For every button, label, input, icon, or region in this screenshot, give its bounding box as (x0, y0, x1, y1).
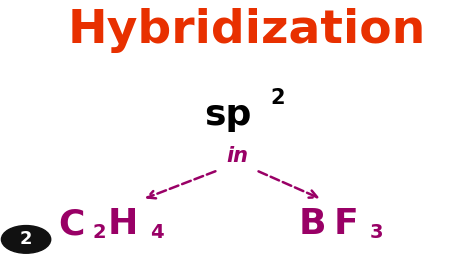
Circle shape (1, 226, 51, 253)
Text: in: in (226, 146, 248, 166)
Text: sp: sp (204, 98, 251, 132)
Text: 2: 2 (20, 230, 32, 248)
Text: C: C (58, 207, 84, 242)
Text: B: B (299, 207, 327, 242)
Text: H: H (108, 207, 138, 242)
Text: Hybridization: Hybridization (67, 8, 426, 53)
Text: 4: 4 (150, 223, 163, 242)
Text: F: F (334, 207, 358, 242)
Text: 2: 2 (93, 223, 106, 242)
Text: 3: 3 (370, 223, 383, 242)
Text: 2: 2 (270, 88, 284, 108)
